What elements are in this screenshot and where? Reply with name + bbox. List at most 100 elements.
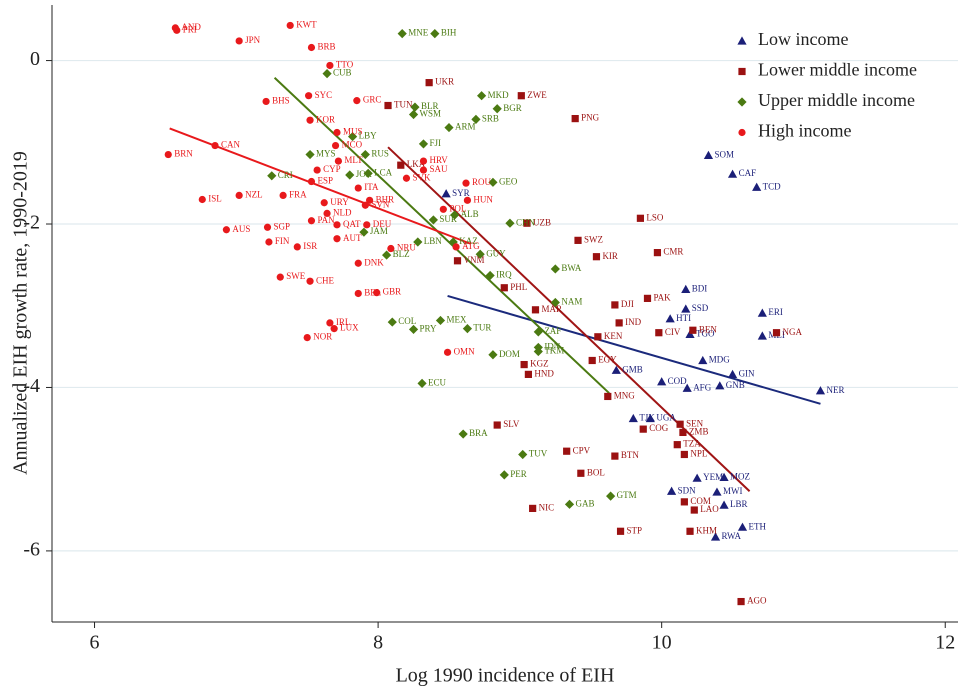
point-label: BHR <box>376 194 395 204</box>
point <box>606 491 616 501</box>
point <box>604 392 612 401</box>
point-label: OMN <box>454 346 476 356</box>
point <box>331 141 340 150</box>
x-tick-label: 6 <box>90 632 100 654</box>
point-label: PAK <box>653 292 671 302</box>
point <box>666 486 677 495</box>
point <box>680 498 688 506</box>
point <box>681 284 691 293</box>
x-tick-label: 8 <box>373 632 383 654</box>
point-label: LBN <box>424 236 443 246</box>
point <box>500 284 508 292</box>
point <box>574 236 582 244</box>
point-label: POL <box>449 203 466 213</box>
point-label: SUR <box>439 214 457 224</box>
point <box>462 324 473 334</box>
point-label: NAM <box>561 297 582 307</box>
point-label: ITA <box>364 182 379 192</box>
point-label: LBY <box>359 131 378 141</box>
point-label: CUB <box>333 68 352 78</box>
point-label: KIR <box>602 251 618 261</box>
point-label: IDN <box>544 341 560 351</box>
point-label: COD <box>668 376 688 386</box>
point-label: SWE <box>286 271 306 281</box>
point-label: HTI <box>676 313 691 323</box>
point-label: PRI <box>183 24 197 34</box>
point <box>387 317 397 327</box>
point-label: GUY <box>486 248 506 258</box>
point-label: GIN <box>739 368 755 378</box>
point <box>322 69 332 79</box>
point <box>323 209 331 217</box>
point <box>550 297 560 308</box>
point-label: AUT <box>343 233 362 243</box>
point <box>563 447 571 455</box>
legend-label: High income <box>758 121 851 141</box>
point-label: GEO <box>499 176 518 186</box>
x-tick-label: 12 <box>935 632 955 654</box>
point-label: STP <box>627 525 643 535</box>
point <box>615 319 623 327</box>
point-label: HND <box>534 368 554 378</box>
legend-label: Upper middle income <box>758 90 915 110</box>
point-label: EGY <box>598 355 617 365</box>
point-label: JPN <box>245 35 261 45</box>
point-label: SOM <box>714 149 734 159</box>
point <box>320 199 328 207</box>
point-label: BLR <box>421 101 439 111</box>
point-label: NOR <box>313 332 332 342</box>
point-label: TUR <box>473 323 491 333</box>
point-label: CHE <box>316 275 335 285</box>
point <box>645 413 655 423</box>
point-label: SVN <box>371 199 390 209</box>
point <box>303 334 311 342</box>
point-label: LUX <box>340 323 359 333</box>
legend-marker <box>738 67 746 76</box>
point-label: BEL <box>364 288 381 298</box>
point-label: WSM <box>420 109 442 119</box>
point <box>307 217 316 225</box>
point <box>334 157 343 165</box>
point-label: PAN <box>317 215 335 225</box>
point-label: MWI <box>723 486 743 496</box>
point <box>306 277 314 285</box>
point <box>450 210 460 220</box>
point-label: CAN <box>221 140 241 150</box>
point-label: GNB <box>726 380 745 390</box>
point-label: ESP <box>317 176 333 186</box>
point-label: PNG <box>581 113 600 123</box>
point <box>365 196 374 204</box>
point-label: KEN <box>604 331 623 341</box>
point-label: LBR <box>730 499 748 509</box>
point <box>727 369 738 378</box>
point-label: KGZ <box>530 359 549 369</box>
y-tick-label: 0 <box>30 48 40 70</box>
point-label: RWA <box>722 531 742 541</box>
point <box>262 97 270 106</box>
point <box>384 101 392 110</box>
point-label: NGA <box>783 327 803 337</box>
point <box>628 413 638 423</box>
point <box>458 429 468 439</box>
point <box>686 527 694 535</box>
point <box>279 191 287 200</box>
point-label: DOM <box>499 349 520 359</box>
point-label: SDN <box>678 485 697 495</box>
point <box>345 170 355 180</box>
point <box>463 196 472 204</box>
point <box>594 333 602 341</box>
fit-line <box>387 146 751 492</box>
point-label: ISR <box>303 241 317 251</box>
point <box>715 381 725 390</box>
point <box>265 238 273 246</box>
point <box>533 327 543 337</box>
point <box>524 370 532 378</box>
y-tick-label: -6 <box>23 538 40 560</box>
point-label: SYR <box>452 188 470 198</box>
point <box>679 428 687 437</box>
point <box>452 243 460 251</box>
point-label: FIN <box>275 236 290 246</box>
point <box>665 314 675 323</box>
point-label: SEN <box>686 418 704 428</box>
